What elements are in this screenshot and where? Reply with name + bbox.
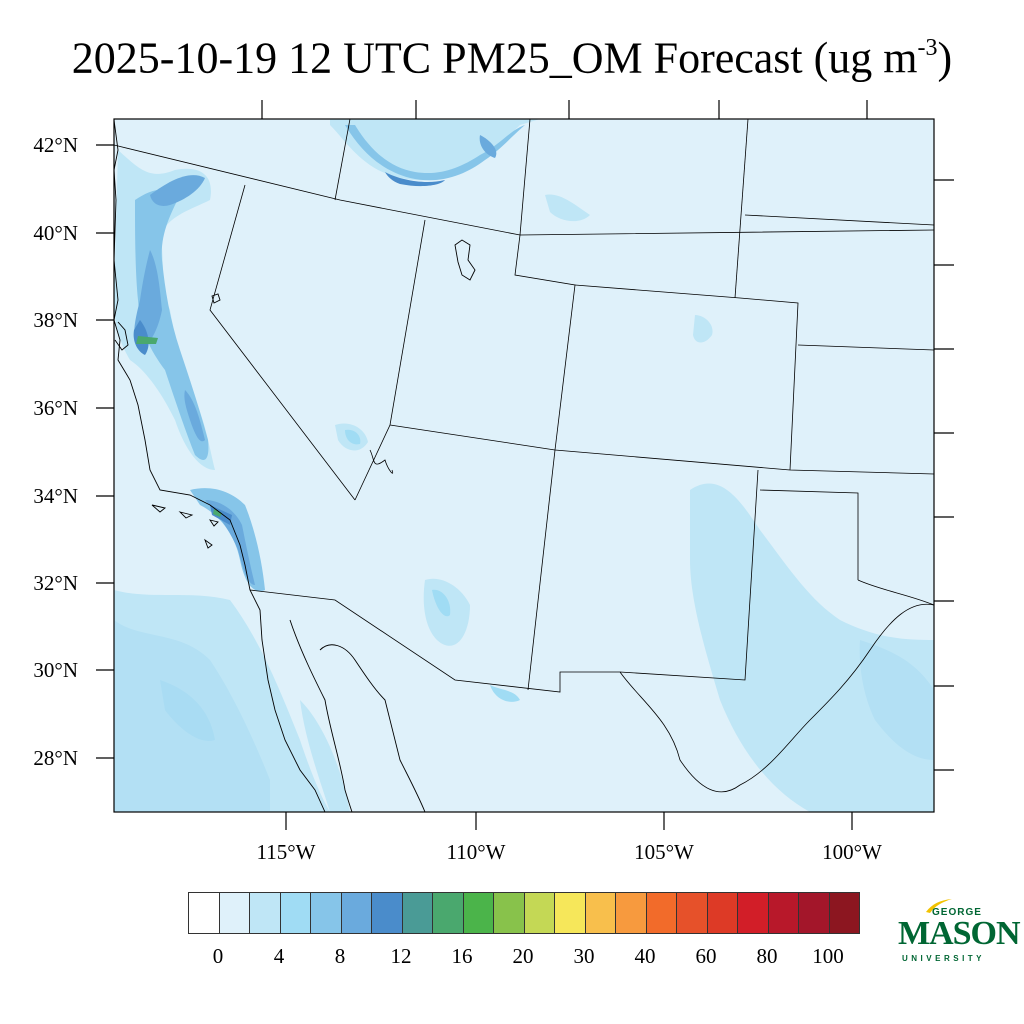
colorbar-label: 8 xyxy=(334,944,346,968)
left-ticks xyxy=(96,144,114,759)
colorbar xyxy=(188,892,860,934)
colorbar-swatch xyxy=(585,893,616,933)
title-exponent: -3 xyxy=(917,35,938,61)
lat-label: 30°N xyxy=(33,658,78,682)
lat-label: 34°N xyxy=(33,484,78,508)
lon-label: 110°W xyxy=(446,840,506,864)
colorbar-label: 60 xyxy=(695,944,717,968)
colorbar-swatch xyxy=(646,893,677,933)
lat-label: 32°N xyxy=(33,571,78,595)
colorbar-swatch xyxy=(524,893,555,933)
colorbar-swatch xyxy=(311,893,342,933)
boundary-lines xyxy=(114,119,934,793)
colorbar-swatch xyxy=(829,893,859,933)
title-text: 2025-10-19 12 UTC PM25_OM Forecast (ug m xyxy=(71,33,918,83)
logo-line1: GEORGE xyxy=(932,907,982,918)
colorbar-swatch xyxy=(463,893,494,933)
george-mason-logo: GEORGE MASON UNIVERSITY xyxy=(898,896,1021,968)
colorbar-label: 12 xyxy=(390,944,412,968)
colorbar-label: 40 xyxy=(634,944,656,968)
colorbar-label: 0 xyxy=(212,944,224,968)
lon-label: 115°W xyxy=(256,840,316,864)
right-ticks xyxy=(934,179,954,771)
colorbar-swatch xyxy=(402,893,433,933)
colorbar-swatch xyxy=(616,893,647,933)
coastlines xyxy=(114,119,476,812)
colorbar-swatch xyxy=(738,893,769,933)
colorbar-label: 80 xyxy=(756,944,778,968)
lat-label: 38°N xyxy=(33,308,78,332)
logo-line2: MASON xyxy=(898,915,1021,952)
colorbar-label: 20 xyxy=(512,944,534,968)
lon-label: 100°W xyxy=(822,840,882,864)
bottom-ticks xyxy=(285,812,853,830)
colorbar-swatch xyxy=(250,893,281,933)
logo-line3: UNIVERSITY xyxy=(902,954,986,963)
colorbar-label: 30 xyxy=(573,944,595,968)
colorbar-swatch xyxy=(799,893,830,933)
colorbar-swatch xyxy=(341,893,372,933)
concentration-shading xyxy=(114,119,934,812)
colorbar-label: 100 xyxy=(812,944,844,968)
title-close: ) xyxy=(937,33,953,83)
colorbar-swatch xyxy=(494,893,525,933)
lat-label: 28°N xyxy=(33,746,78,770)
colorbar-swatch xyxy=(433,893,464,933)
top-ticks xyxy=(261,100,868,119)
lat-label: 40°N xyxy=(33,221,78,245)
lat-label: 42°N xyxy=(33,133,78,157)
map-frame xyxy=(113,118,935,813)
colorbar-swatch xyxy=(219,893,250,933)
colorbar-swatch xyxy=(707,893,738,933)
logo-swoosh-icon xyxy=(926,899,952,913)
lat-label: 36°N xyxy=(33,396,78,420)
colorbar-swatch xyxy=(677,893,708,933)
map-title: 2025-10-19 12 UTC PM25_OM Forecast (ug m… xyxy=(0,22,1024,87)
colorbar-swatch xyxy=(280,893,311,933)
colorbar-label: 16 xyxy=(451,944,473,968)
lon-label: 105°W xyxy=(634,840,694,864)
colorbar-swatch xyxy=(555,893,586,933)
colorbar-swatch xyxy=(768,893,799,933)
colorbar-label: 4 xyxy=(273,944,285,968)
colorbar-swatch xyxy=(372,893,403,933)
colorbar-swatch xyxy=(189,893,220,933)
